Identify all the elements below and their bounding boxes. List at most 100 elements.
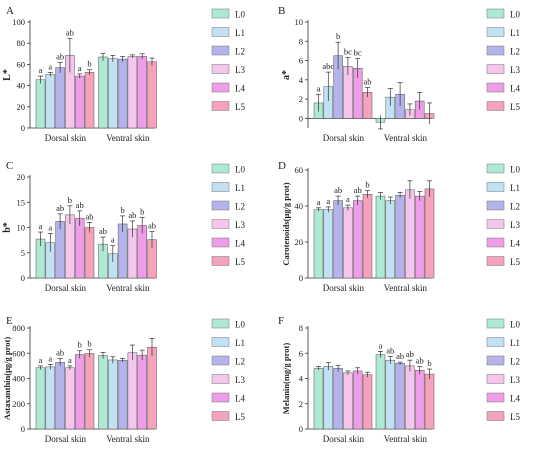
bar-l4-ventral [137,354,147,430]
bar-l3-dorsal [65,367,75,430]
legend-swatch-l0 [486,318,505,329]
bar-l1-dorsal [323,209,334,279]
legend-swatch-l2 [486,45,505,56]
significance-label: ab [66,27,74,37]
legend-label-l5: L5 [510,102,520,112]
x-group-label: Dorsal skin [45,133,87,143]
legend-swatch-l5 [486,101,505,111]
y-tick-label: 4 [299,75,304,85]
y-tick-label: 40 [295,201,304,211]
x-group-label: Ventral skin [384,133,428,143]
legend-swatch-l3 [486,374,505,384]
legend-label-l1: L1 [235,338,245,348]
legend-label-l0: L0 [510,10,520,20]
y-axis-label: a* [281,70,292,80]
significance-label: ab [406,349,414,359]
significance-label: ab [56,51,64,61]
bar-l4-dorsal [74,218,85,279]
y-tick-label: 15 [17,197,26,207]
significance-label: bc [354,48,362,58]
x-group-label: Dorsal skin [323,434,365,444]
panel-letter: D [278,160,286,172]
bar-l1-ventral [385,200,396,279]
legend-label-l1: L1 [510,338,520,348]
x-group-label: Ventral skin [106,283,150,293]
legend-label-l4: L4 [235,394,245,404]
bar-l5-dorsal [84,353,95,430]
significance-label: b [120,205,124,215]
significance-label: b [78,340,82,350]
legend-swatch-l2 [211,355,230,366]
significance-label: ab [148,221,156,231]
bar-l1-ventral [108,359,118,430]
legend-swatch-l1 [486,27,505,37]
legend-label-l5: L5 [235,412,245,422]
x-group-label: Ventral skin [106,133,150,143]
bar-l5-dorsal [84,227,95,279]
legend-label-l1: L1 [235,183,245,193]
bar-l4-dorsal [352,200,363,279]
significance-label: a [39,355,43,365]
y-tick-label: 8 [299,323,303,333]
bar-l0-dorsal [35,367,46,430]
bar-l4-dorsal [74,75,85,129]
bar-l0-dorsal [35,79,46,129]
bar-l0-dorsal [313,209,324,279]
legend-swatch-l4 [486,82,505,93]
panel-letter: C [6,160,13,172]
y-tick-label: 20 [17,172,26,182]
legend-label-l2: L2 [510,202,520,212]
y-axis-label: Melanin(mg/g prot) [281,343,291,415]
y-axis-label: b* [2,222,13,233]
legend-label-l3: L3 [510,220,520,230]
bar-l0-ventral [375,195,386,279]
legend-label-l3: L3 [235,65,245,75]
legend-label-l5: L5 [235,257,245,267]
bar-l2-dorsal [55,362,65,430]
legend-label-l4: L4 [235,84,245,94]
legend-label-l2: L2 [235,47,245,57]
legend-swatch-l1 [486,337,505,347]
legend-label-l0: L0 [235,165,245,175]
significance-label: a [317,83,321,93]
legend-swatch-l2 [211,45,230,56]
y-tick-label: 100 [12,17,25,27]
bar-l2-ventral [117,223,128,279]
legend-swatch-l5 [211,101,230,111]
legend-swatch-l3 [211,374,230,384]
bar-l1-ventral [108,58,118,129]
legend-label-l2: L2 [235,202,245,212]
y-tick-label: 60 [17,59,26,69]
panel-letter: F [278,315,284,327]
significance-label: b [140,206,144,216]
y-tick-label: 20 [17,102,26,112]
bar-l3-ventral [127,352,138,430]
y-tick-label: 600 [12,348,25,358]
legend-swatch-l0 [486,8,505,19]
significance-label: bc [344,47,352,57]
bar-l5-dorsal [362,374,373,430]
significance-label: b [87,59,91,69]
bar-l2-dorsal [55,221,65,279]
legend-swatch-l5 [211,256,230,266]
y-axis-label: L* [2,69,13,81]
y-tick-label: 6 [299,348,303,358]
legend-swatch-l3 [486,219,505,229]
bar-l4-ventral [137,56,147,129]
significance-label: ab [85,211,93,221]
y-tick-label: 800 [12,323,25,333]
legend-swatch-l0 [486,163,505,174]
bar-l0-ventral [98,56,108,129]
significance-label: ab [396,351,404,361]
y-tick-label: 200 [12,399,25,409]
significance-label: b [68,195,72,205]
legend-swatch-l4 [211,82,230,93]
legend-label-l4: L4 [510,394,520,404]
bar-l1-dorsal [45,366,56,430]
